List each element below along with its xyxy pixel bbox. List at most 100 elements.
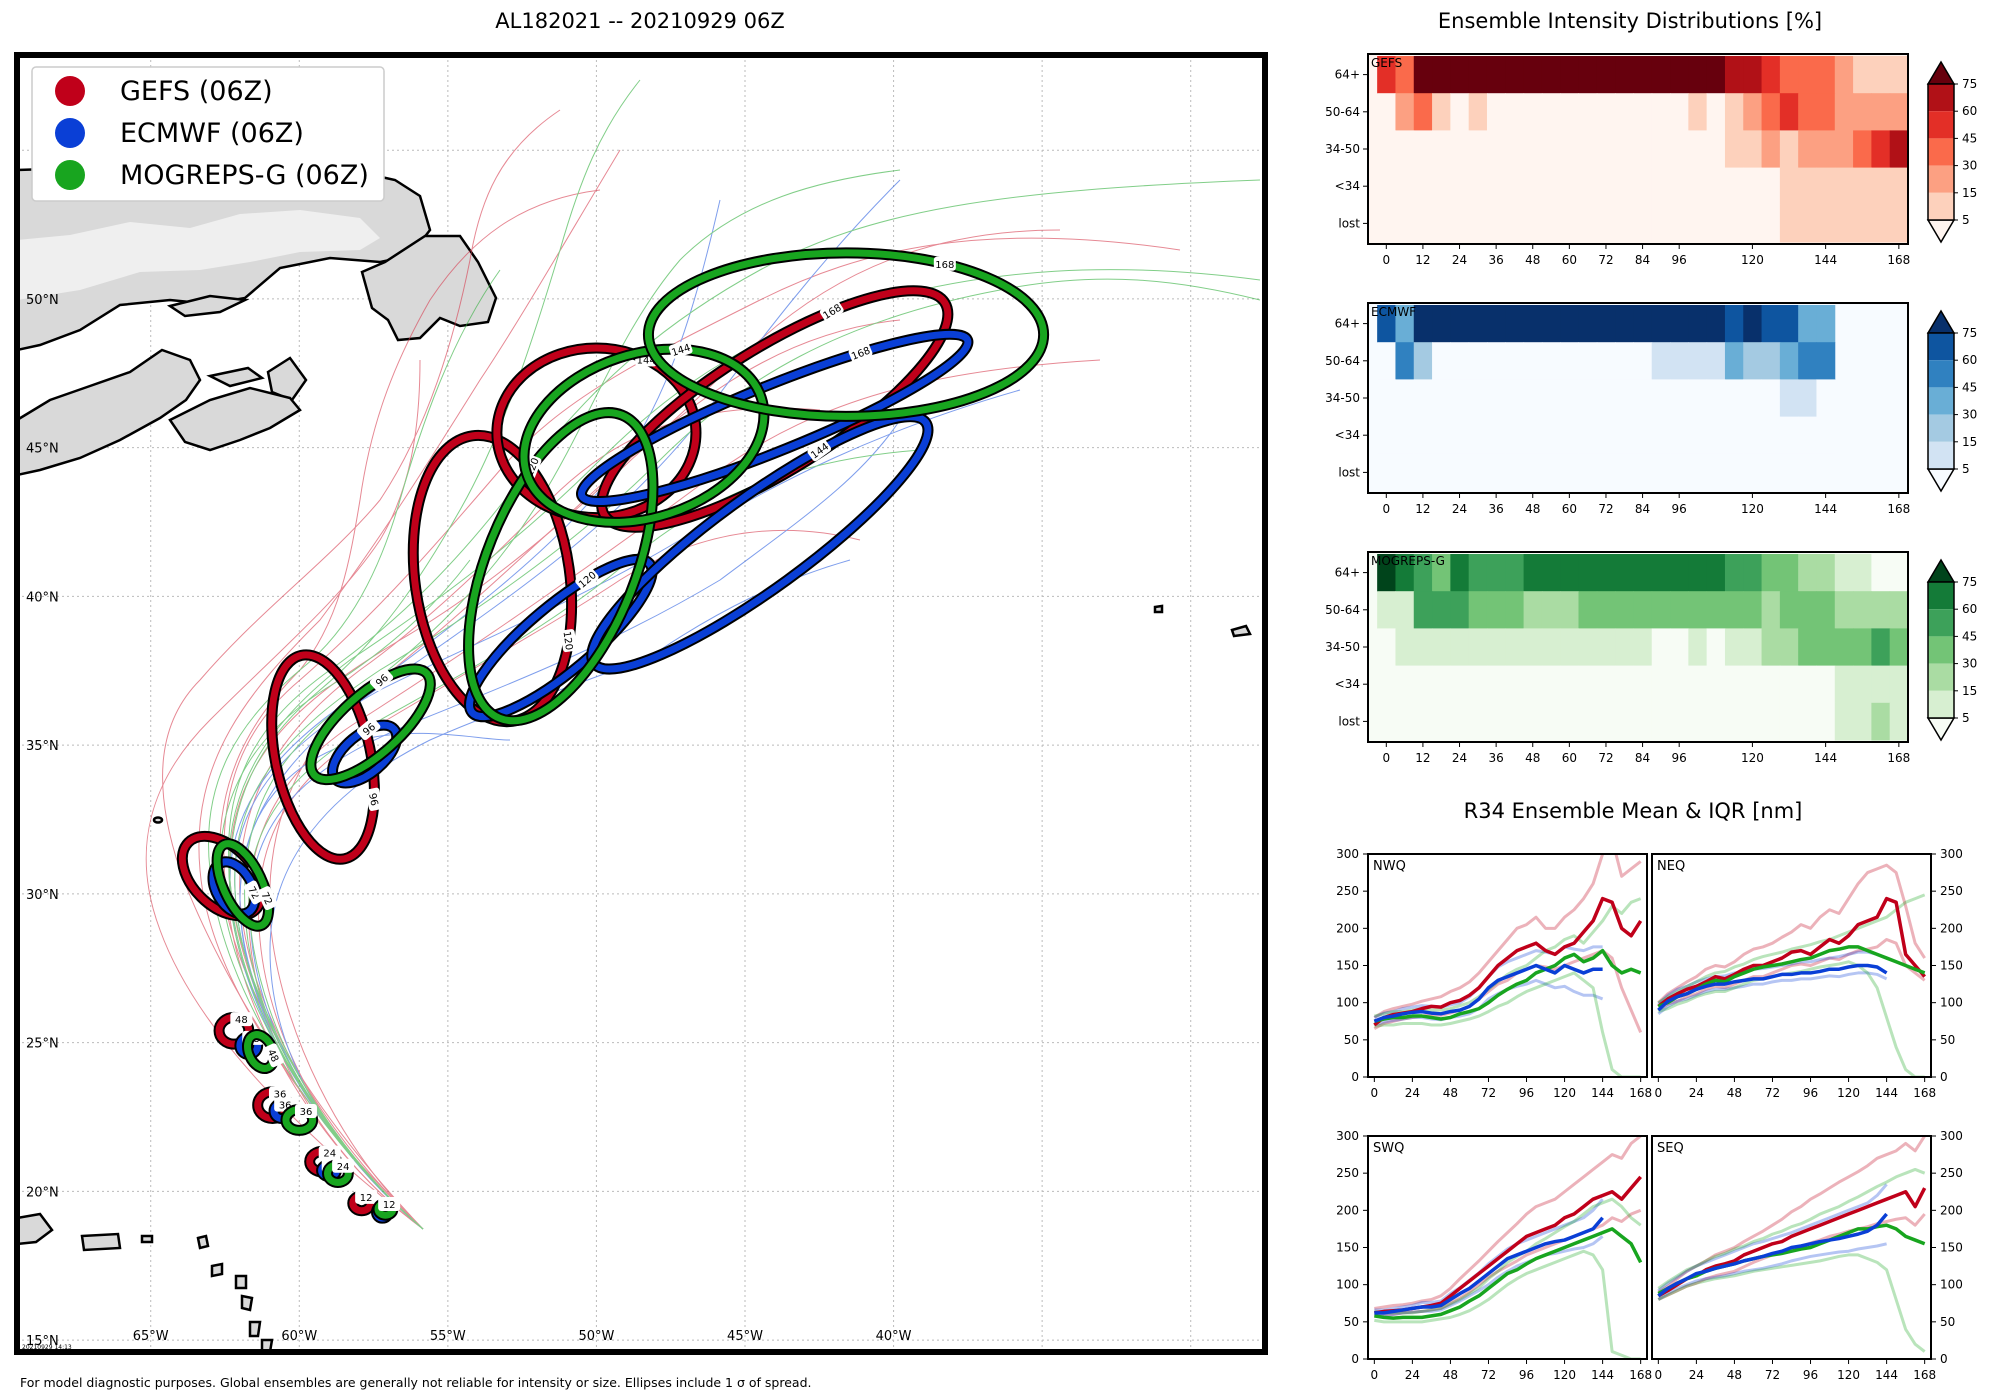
heatmap-cell	[1651, 204, 1671, 243]
heatmap-cell	[1688, 702, 1708, 741]
heatmap-cell	[1541, 591, 1561, 629]
heatmap-cell	[1505, 453, 1525, 492]
heatmap-row-label: lost	[1338, 216, 1360, 230]
heatmap-cell	[1798, 342, 1817, 380]
heatmap-cell	[1871, 628, 1891, 667]
landmass-bermuda	[152, 816, 164, 824]
heatmap-gefs: GEFS 64+ 50-64 34-50 <34 lost 0 12 24 36 48 60 72 84 9…	[1325, 53, 1977, 267]
heatmap-cell	[1450, 342, 1470, 380]
colorbar-segment	[1928, 360, 1954, 388]
colorbar: 5 15 30 45 60 75	[1926, 558, 1977, 742]
ellipse-label-bg	[378, 1197, 401, 1212]
heatmap-cell	[1761, 702, 1781, 741]
r34-y-tick-label: 100	[1336, 996, 1359, 1010]
heatmap-cell	[1560, 204, 1580, 243]
heatmap-cell	[1816, 130, 1836, 169]
landmass-antilles-1	[196, 1234, 210, 1250]
heatmap-cell	[1523, 342, 1543, 380]
r34-x-tick-label: 72	[1481, 1086, 1496, 1100]
heatmap-cell	[1798, 93, 1817, 131]
heatmap-cell	[1432, 167, 1451, 206]
heatmap-cell	[1779, 305, 1799, 343]
heatmap-cell	[1688, 665, 1708, 704]
heatmap-cell	[1798, 665, 1817, 704]
heatmap-cell	[1450, 167, 1470, 206]
r34-quadrant-label: SEQ	[1657, 1141, 1684, 1156]
heatmap-cell	[1651, 416, 1671, 455]
timestamp-stamp: 20210929 14:13	[22, 1344, 72, 1351]
map-gridlines	[17, 55, 1265, 1352]
heatmap-cell	[1505, 305, 1525, 343]
heatmap-cell	[1706, 93, 1726, 131]
heatmap-x-tick-label: 60	[1562, 751, 1577, 765]
r34-panel-swq: SWQ 0 24 48 72 96 120 144 168 0 50 100 150 200 250 300	[1336, 1129, 1652, 1382]
ellipse-gefs-48: 48	[213, 1011, 255, 1050]
heatmap-cell	[1541, 204, 1561, 243]
lon-tick-label: 60°W	[281, 1329, 317, 1344]
heatmap-cell	[1560, 416, 1580, 455]
heatmap-cell	[1871, 56, 1891, 94]
ellipse-label-bg	[356, 717, 381, 741]
ellipse-label-bg	[933, 256, 956, 271]
heatmap-cell	[1468, 56, 1488, 94]
r34-x-tick-label: 72	[1765, 1368, 1780, 1382]
heatmap-cell	[1413, 591, 1433, 629]
heatmap-cell	[1670, 554, 1689, 592]
heatmap-cell	[1560, 342, 1580, 380]
heatmap-cell	[1706, 554, 1726, 592]
heatmap-cell	[1853, 93, 1872, 131]
r34-gefs-q3-line	[1374, 1136, 1642, 1310]
ellipse-hour-label: 48	[265, 1048, 280, 1064]
colorbar-segment	[1928, 333, 1954, 361]
r34-y-tick-label: 100	[1336, 1278, 1359, 1292]
heatmap-cell	[1615, 453, 1634, 492]
heatmap-cell	[1505, 93, 1525, 131]
heatmap-x-tick-label: 144	[1814, 751, 1837, 765]
heatmap-row-label: 34-50	[1325, 640, 1360, 654]
heatmap-cell	[1853, 167, 1872, 206]
heatmap-cell	[1724, 591, 1744, 629]
ellipse-label-bg	[268, 1086, 291, 1101]
ellipse-label-bg	[575, 567, 599, 591]
heatmap-mogreps-g: MOGREPS-G 64+ 50-64 34-50 <34 lost 0 12 24 36 48 60…	[1325, 551, 1977, 765]
heatmap-cell	[1871, 130, 1891, 169]
heatmap-cell	[1395, 702, 1415, 741]
heatmap-cell	[1541, 342, 1561, 380]
heatmap-cell	[1633, 167, 1653, 206]
colorbar-top-arrow	[1926, 60, 1956, 85]
heatmap-cell	[1651, 628, 1671, 667]
heatmap-cell	[1633, 416, 1653, 455]
r34-y-tick-label: 250	[1940, 1166, 1963, 1180]
heatmap-cell	[1560, 167, 1580, 206]
heatmap-cell	[1450, 93, 1470, 131]
colorbar-frame	[1927, 83, 1955, 221]
map-axis-labels: 15°N 20°N 25°N 30°N 35°N 40°N 45°N 50°N 65°W 60°W…	[26, 293, 912, 1349]
colorbar-tick-label: 45	[1962, 380, 1977, 394]
heatmap-cell	[1743, 93, 1763, 131]
heatmap-cell	[1871, 204, 1891, 243]
r34-mogreps-q3-line	[1374, 1197, 1642, 1315]
heatmap-cell	[1798, 167, 1817, 206]
heatmap-cell	[1724, 342, 1744, 380]
heatmap-cell	[1651, 453, 1671, 492]
heatmap-cell	[1486, 93, 1506, 131]
heatmap-cell	[1578, 665, 1598, 704]
heatmap-cell	[1377, 204, 1396, 243]
heatmap-cell	[1450, 305, 1470, 343]
r34-series	[1373, 854, 1643, 1077]
heatmap-cell	[1688, 130, 1708, 169]
r34-y-tick-label: 50	[1940, 1033, 1955, 1047]
heatmap-cell	[1816, 305, 1836, 343]
colorbar-tick-label: 15	[1962, 186, 1977, 200]
heatmap-cell	[1578, 591, 1598, 629]
heatmap-cell	[1724, 416, 1744, 455]
heatmap-cell	[1395, 130, 1415, 169]
heatmap-cell	[1834, 204, 1854, 243]
r34-ecmwf-mean-line	[1373, 963, 1603, 1023]
colorbar-tick-label: 30	[1962, 159, 1977, 173]
heatmap-cell	[1633, 56, 1653, 94]
heatmap-cell	[1377, 591, 1396, 629]
heatmap-cell	[1377, 130, 1396, 169]
heatmap-cell	[1761, 93, 1781, 131]
heatmap-cell	[1523, 554, 1543, 592]
